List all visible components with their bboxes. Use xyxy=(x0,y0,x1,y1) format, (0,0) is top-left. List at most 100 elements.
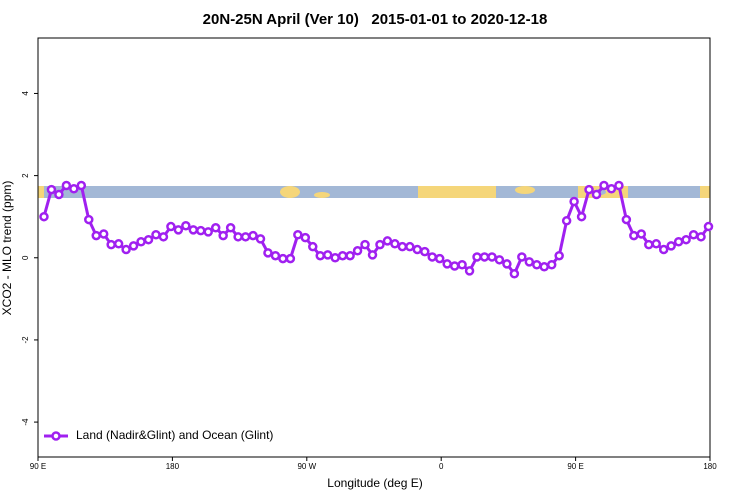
data-point xyxy=(688,230,699,240)
data-point xyxy=(39,211,49,222)
data-point xyxy=(210,223,221,233)
data-point xyxy=(121,244,131,255)
y-axis-label: XCO2 - MLO trend (ppm) xyxy=(0,181,14,316)
chart-title: 20N-25N April (Ver 10) 2015-01-01 to 202… xyxy=(203,11,548,28)
data-point xyxy=(487,252,497,262)
data-point xyxy=(106,239,116,250)
data-point xyxy=(352,246,363,256)
data-point xyxy=(330,253,340,263)
data-point xyxy=(629,230,639,241)
data-point xyxy=(614,180,624,191)
data-point xyxy=(240,232,251,242)
data-point xyxy=(225,223,236,233)
data-point xyxy=(457,260,467,270)
data-point xyxy=(367,250,378,260)
data-point xyxy=(554,250,564,261)
data-point xyxy=(69,184,79,194)
y-tick-label: 0 xyxy=(21,255,30,260)
data-point xyxy=(382,236,393,246)
data-point xyxy=(390,239,400,249)
data-point xyxy=(248,230,258,241)
data-point xyxy=(703,221,714,232)
data-point xyxy=(188,225,199,235)
y-tick-label: -2 xyxy=(21,336,30,344)
data-point xyxy=(196,225,206,236)
y-tick-label: -4 xyxy=(21,418,30,426)
data-point xyxy=(524,257,535,267)
data-point xyxy=(278,253,288,264)
data-point xyxy=(479,252,490,262)
data-point xyxy=(561,216,572,226)
data-point xyxy=(293,230,303,240)
data-point xyxy=(644,239,654,250)
data-point xyxy=(658,244,669,255)
data-point xyxy=(91,230,101,241)
data-point xyxy=(449,261,460,271)
x-tick-label: 90 E xyxy=(567,462,583,471)
data-point xyxy=(532,260,542,270)
data-point xyxy=(285,253,296,264)
y-tick-label: 2 xyxy=(21,173,30,178)
x-axis-label: Longitude (deg E) xyxy=(327,476,422,490)
data-point xyxy=(136,236,146,247)
data-point xyxy=(46,184,57,195)
x-tick-label: 90 E xyxy=(30,462,46,471)
data-point xyxy=(84,214,94,225)
data-point xyxy=(427,252,437,262)
data-point xyxy=(360,239,370,250)
data-point xyxy=(308,241,318,252)
data-point xyxy=(591,189,602,200)
data-point xyxy=(76,180,87,191)
data-point xyxy=(166,221,176,232)
legend-label: Land (Nadir&Glint) and Ocean (Glint) xyxy=(76,428,273,442)
data-point xyxy=(502,259,512,269)
x-tick-label: 180 xyxy=(166,462,180,471)
data-point xyxy=(315,250,325,261)
data-point xyxy=(636,229,647,239)
data-point xyxy=(621,214,632,225)
data-point xyxy=(584,184,594,195)
data-point xyxy=(434,253,445,264)
data-point xyxy=(696,232,706,242)
y-tick-label: 4 xyxy=(21,91,30,96)
data-point xyxy=(203,227,213,237)
data-point xyxy=(173,225,184,235)
data-point xyxy=(464,266,475,276)
data-point xyxy=(322,250,333,260)
data-point xyxy=(606,184,617,194)
data-point xyxy=(54,189,64,200)
data-point xyxy=(442,259,452,269)
data-point xyxy=(576,211,587,222)
data-point xyxy=(255,234,266,244)
data-point xyxy=(143,234,154,245)
data-point xyxy=(405,241,415,252)
data-point xyxy=(472,252,482,262)
data-point xyxy=(494,255,505,265)
data-point xyxy=(181,220,191,231)
data-point xyxy=(397,241,408,252)
data-point xyxy=(151,230,161,240)
data-point xyxy=(98,229,109,239)
data-point xyxy=(681,234,691,245)
data-point xyxy=(128,241,139,251)
data-point xyxy=(651,239,661,249)
data-point xyxy=(218,230,228,241)
x-tick-label: 0 xyxy=(439,462,444,471)
data-line xyxy=(42,183,710,277)
data-point xyxy=(61,180,72,191)
data-point xyxy=(375,239,385,250)
data-point xyxy=(666,241,676,251)
map-strip xyxy=(38,186,710,198)
data-point xyxy=(412,244,423,255)
data-point xyxy=(673,236,684,247)
data-point xyxy=(539,262,549,272)
data-point xyxy=(599,180,609,191)
data-point xyxy=(263,248,273,258)
data-point xyxy=(569,196,579,207)
data-point xyxy=(300,232,311,243)
data-point xyxy=(345,250,355,261)
data-point xyxy=(158,232,169,242)
data-point xyxy=(509,269,520,279)
data-point xyxy=(233,232,243,242)
